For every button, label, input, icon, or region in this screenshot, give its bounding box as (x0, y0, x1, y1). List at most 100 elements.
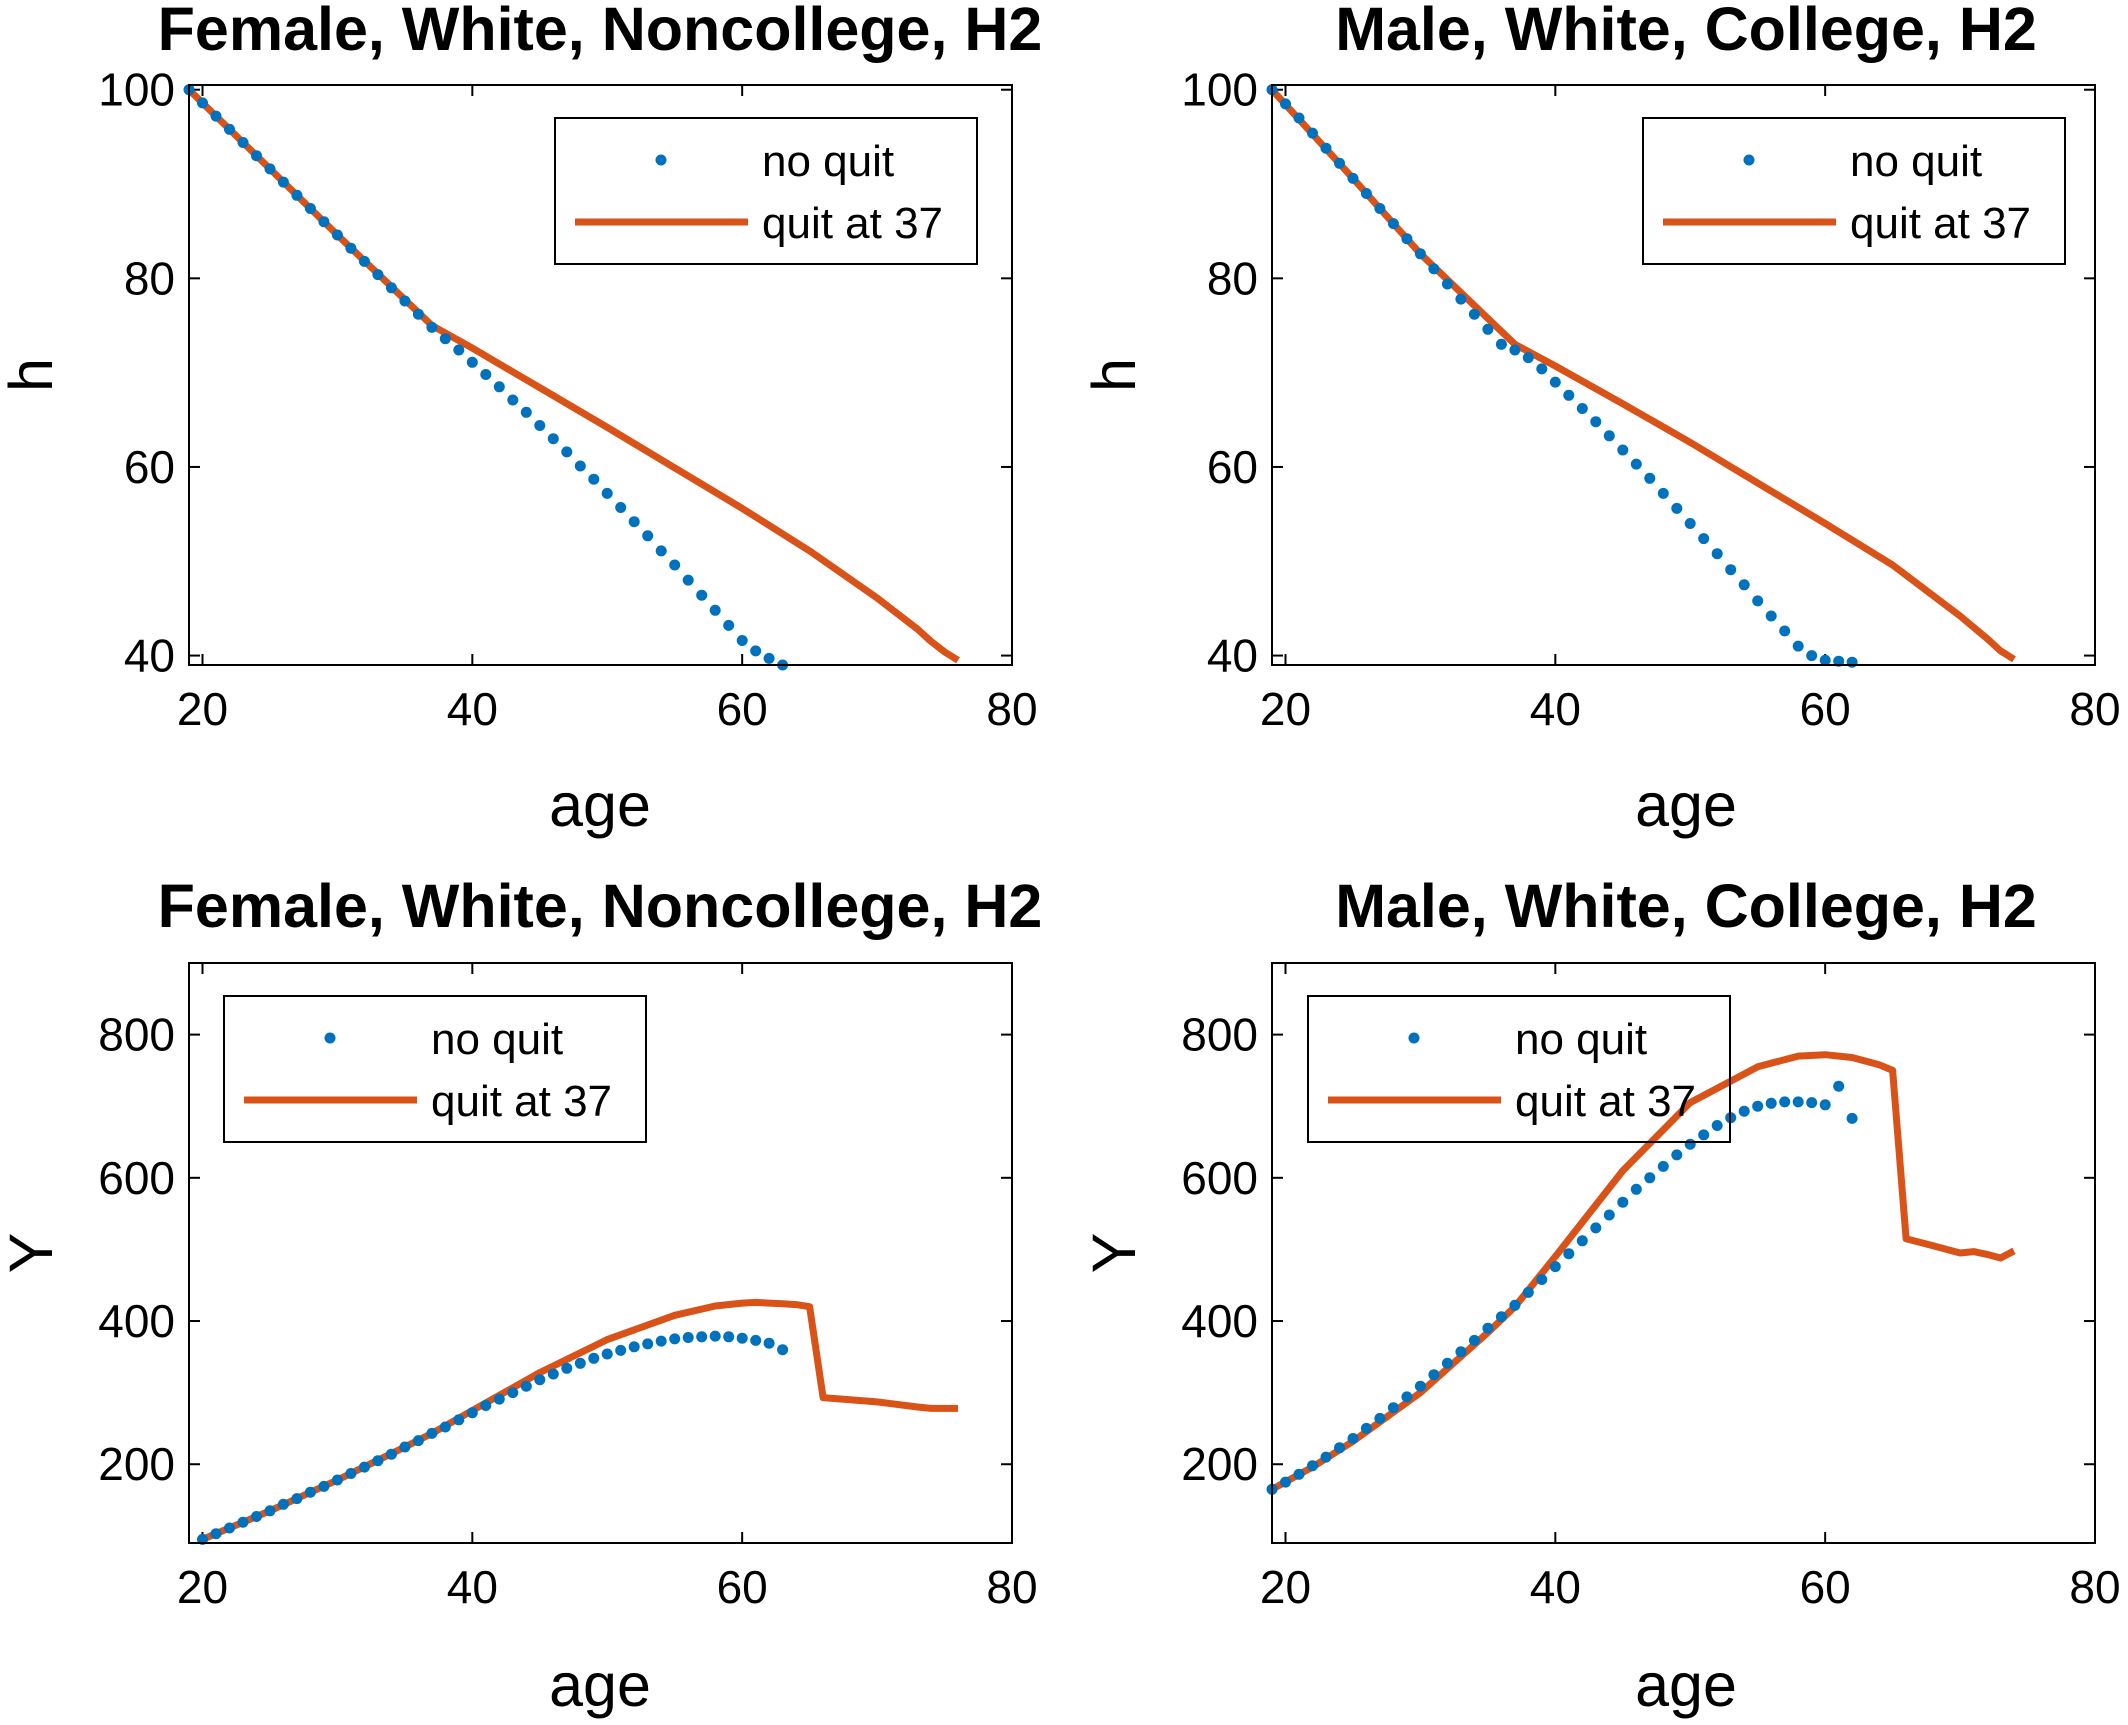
series-line-quit-at-37 (201, 1298, 958, 1543)
data-point-no-quit (1387, 218, 1399, 230)
data-point-no-quit (412, 308, 424, 320)
legend-label-no-quit: no quit (431, 1015, 563, 1064)
data-point-no-quit (534, 420, 546, 431)
legend: no quit quit at 37 (554, 117, 978, 265)
y-tick-label: 40 (124, 630, 175, 682)
data-point-no-quit (1334, 1442, 1345, 1454)
data-point-no-quit (1617, 1196, 1629, 1208)
data-point-no-quit (736, 1332, 748, 1344)
data-point-no-quit (345, 242, 357, 254)
data-point-no-quit (1441, 1357, 1453, 1369)
data-point-no-quit (1482, 1322, 1494, 1334)
data-point-no-quit (1765, 1097, 1777, 1109)
data-point-no-quit (480, 1400, 492, 1411)
chart-title: Female, White, Noncollege, H2 (158, 0, 1043, 63)
data-point-no-quit (493, 381, 505, 393)
y-axis-label: h (0, 358, 65, 392)
data-point-no-quit (1280, 1476, 1291, 1488)
data-point-no-quit (1590, 1222, 1602, 1234)
data-point-no-quit (709, 1330, 721, 1342)
data-point-no-quit (1779, 1096, 1791, 1108)
data-point-no-quit (1414, 248, 1426, 260)
data-point-no-quit (1792, 640, 1804, 652)
data-point-no-quit (224, 123, 235, 135)
data-point-no-quit (439, 1421, 451, 1433)
data-point-no-quit (1725, 564, 1737, 576)
data-point-no-quit (777, 1344, 789, 1356)
data-point-no-quit (588, 1352, 600, 1364)
data-point-no-quit (1495, 1311, 1507, 1323)
data-point-no-quit (1428, 1369, 1440, 1381)
data-point-no-quit (507, 1387, 519, 1399)
data-point-no-quit (331, 229, 343, 241)
data-point-no-quit (1320, 142, 1332, 154)
data-point-no-quit (318, 1480, 330, 1492)
legend: no quit quit at 37 (1307, 995, 1731, 1143)
data-point-no-quit (385, 1448, 397, 1460)
data-point-no-quit (1522, 1286, 1534, 1298)
data-point-no-quit (1644, 1172, 1656, 1184)
data-point-no-quit (1293, 112, 1305, 124)
data-point-no-quit (615, 502, 627, 513)
data-point-no-quit (628, 1341, 640, 1353)
data-point-no-quit (642, 530, 654, 542)
y-axis-label: h (1080, 358, 1148, 392)
data-point-no-quit (1495, 338, 1507, 350)
data-point-no-quit (453, 1414, 465, 1426)
data-point-no-quit (1428, 263, 1440, 275)
legend-label-quit-at-37: quit at 37 (1850, 199, 2031, 248)
x-axis-label: age (549, 1651, 651, 1719)
x-tick-label: 20 (177, 683, 228, 735)
data-point-no-quit (1671, 502, 1683, 514)
data-point-no-quit (1819, 1099, 1831, 1111)
data-point-no-quit (1846, 656, 1858, 668)
data-point-no-quit (1711, 548, 1723, 560)
legend-box (1307, 995, 1731, 1143)
data-point-no-quit (1563, 389, 1575, 401)
data-point-no-quit (1549, 376, 1561, 388)
data-point-no-quit (615, 1344, 627, 1356)
data-point-no-quit (372, 269, 384, 281)
chart-panel-top-right: Male, White, College, H2 h age no quit q… (1080, 0, 2121, 839)
data-point-no-quit (291, 189, 303, 201)
y-tick-label: 600 (1181, 1152, 1258, 1204)
data-point-no-quit (1833, 1080, 1845, 1092)
legend-label-quit-at-37: quit at 37 (1515, 1077, 1696, 1126)
data-point-no-quit (453, 344, 465, 356)
x-tick-label: 80 (2069, 1561, 2120, 1613)
legend-label-quit-at-37: quit at 37 (431, 1077, 612, 1126)
data-point-no-quit (763, 652, 775, 664)
data-point-no-quit (372, 1455, 384, 1467)
data-point-no-quit (1293, 1468, 1305, 1480)
data-point-no-quit (1360, 1422, 1372, 1434)
data-point-no-quit (642, 1338, 654, 1350)
y-tick-label: 200 (98, 1438, 175, 1490)
data-point-no-quit (251, 150, 262, 162)
data-point-no-quit (1671, 1149, 1683, 1161)
legend-label-no-quit: no quit (1515, 1015, 1647, 1064)
data-point-no-quit (1590, 416, 1602, 428)
legend-box (223, 995, 647, 1143)
data-point-no-quit (1711, 1120, 1723, 1131)
y-tick-label: 800 (98, 1009, 175, 1061)
x-tick-label: 40 (447, 1561, 498, 1613)
x-tick-label: 20 (177, 1561, 228, 1613)
data-point-no-quit (1414, 1380, 1426, 1392)
x-tick-label: 60 (1800, 1561, 1851, 1613)
data-point-no-quit (318, 216, 330, 228)
data-point-no-quit (709, 604, 721, 616)
y-tick-label: 60 (124, 441, 175, 493)
data-point-no-quit (1522, 352, 1534, 364)
data-point-no-quit (1806, 1097, 1818, 1109)
data-point-no-quit (1536, 363, 1548, 375)
data-point-no-quit (291, 1493, 303, 1505)
data-point-no-quit (1657, 1160, 1669, 1172)
data-point-no-quit (412, 1435, 424, 1447)
x-tick-label: 40 (1530, 1561, 1581, 1613)
data-point-no-quit (750, 1334, 762, 1346)
data-point-no-quit (358, 255, 370, 267)
data-point-no-quit (561, 1362, 573, 1374)
y-tick-label: 80 (1207, 252, 1258, 304)
data-point-no-quit (1307, 127, 1318, 139)
data-point-no-quit (237, 137, 249, 148)
